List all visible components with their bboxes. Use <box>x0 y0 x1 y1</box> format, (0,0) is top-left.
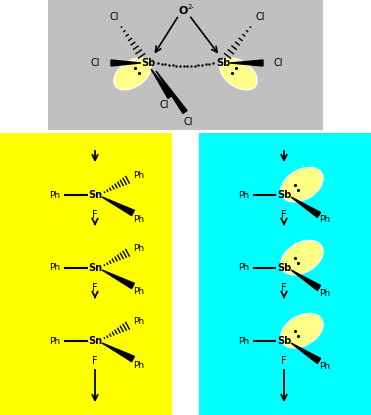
Text: Ph: Ph <box>134 288 145 296</box>
Text: O: O <box>178 6 188 16</box>
Polygon shape <box>230 60 263 66</box>
Text: Sn: Sn <box>88 190 102 200</box>
Polygon shape <box>151 69 172 98</box>
Text: Sn: Sn <box>88 263 102 273</box>
Text: Ph: Ph <box>134 244 145 252</box>
Polygon shape <box>102 343 134 361</box>
Ellipse shape <box>220 58 257 90</box>
Text: Ph: Ph <box>134 317 145 325</box>
Text: F: F <box>92 283 98 293</box>
Text: Ph: Ph <box>49 264 60 273</box>
Text: Ph: Ph <box>134 215 145 224</box>
Text: Ph: Ph <box>134 171 145 180</box>
Polygon shape <box>156 71 187 113</box>
Bar <box>48 0 323 130</box>
Text: Sb: Sb <box>277 336 291 346</box>
Ellipse shape <box>280 313 323 348</box>
Text: F: F <box>281 210 287 220</box>
Text: Sn: Sn <box>88 336 102 346</box>
Bar <box>199 133 371 415</box>
Text: Cl: Cl <box>255 12 265 22</box>
Text: Cl: Cl <box>159 100 169 110</box>
Polygon shape <box>102 197 134 216</box>
Text: Ph: Ph <box>319 215 331 225</box>
Text: Ph: Ph <box>134 361 145 369</box>
Text: Ph: Ph <box>239 337 250 346</box>
Polygon shape <box>102 270 134 289</box>
Ellipse shape <box>280 167 323 202</box>
Text: Sb: Sb <box>141 58 155 68</box>
Text: 2-: 2- <box>188 4 194 10</box>
Text: Ph: Ph <box>239 264 250 273</box>
Text: Sb: Sb <box>277 263 291 273</box>
Text: F: F <box>281 283 287 293</box>
Polygon shape <box>291 197 321 217</box>
Text: Ph: Ph <box>239 190 250 200</box>
Polygon shape <box>291 343 321 364</box>
Text: F: F <box>92 356 98 366</box>
Ellipse shape <box>280 240 323 275</box>
Text: Ph: Ph <box>319 288 331 298</box>
Polygon shape <box>291 270 321 290</box>
Text: F: F <box>281 356 287 366</box>
Text: Cl: Cl <box>273 58 283 68</box>
Text: F: F <box>92 210 98 220</box>
Text: Cl: Cl <box>183 117 193 127</box>
Text: Ph: Ph <box>319 361 331 371</box>
Text: Sb: Sb <box>216 58 230 68</box>
Text: Ph: Ph <box>49 190 60 200</box>
Ellipse shape <box>114 58 151 90</box>
Bar <box>0 133 172 415</box>
Text: Ph: Ph <box>49 337 60 346</box>
Text: Sb: Sb <box>277 190 291 200</box>
Polygon shape <box>111 60 141 66</box>
Text: Cl: Cl <box>90 58 100 68</box>
Text: Cl: Cl <box>109 12 119 22</box>
